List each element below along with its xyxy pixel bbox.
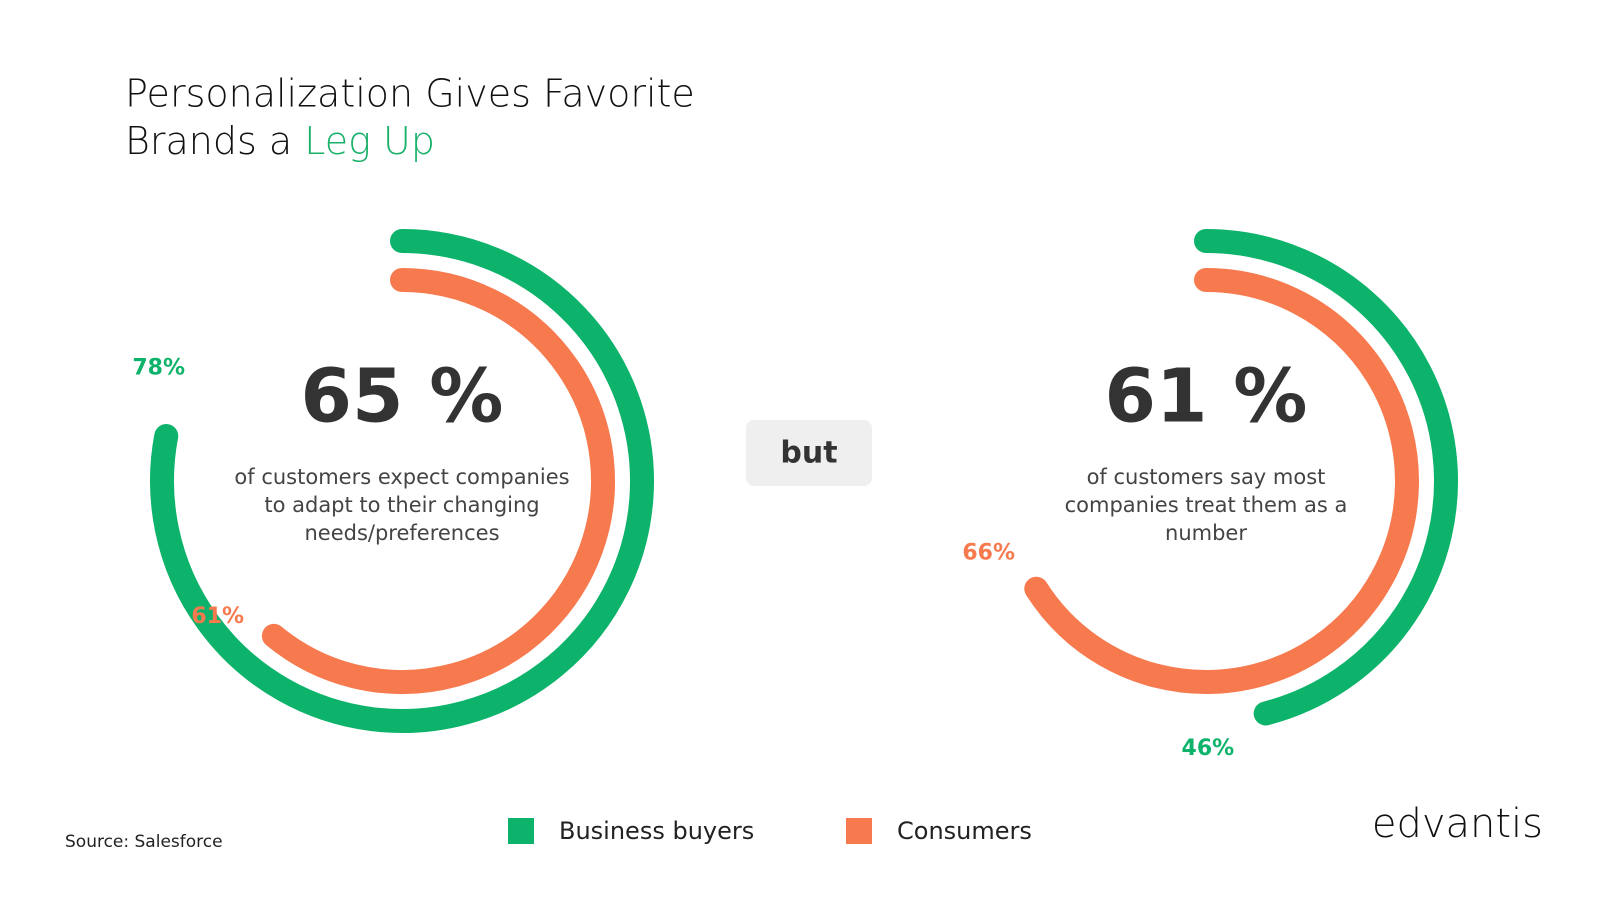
legend-label: Business buyers: [559, 817, 754, 845]
legend-swatch: [846, 818, 872, 844]
caption-line: number: [1165, 521, 1247, 545]
caption-line: to adapt to their changing: [264, 493, 539, 517]
radial-bar: [150, 229, 654, 733]
connector-box: [746, 420, 872, 486]
legend: Business buyers Consumers: [508, 817, 1032, 845]
caption-line: of customers say most: [1087, 465, 1326, 489]
value-label: 78%: [132, 356, 185, 381]
caption-line: of customers expect companies: [234, 465, 569, 489]
title-text: Brands a: [125, 119, 292, 163]
logo: edvantis: [1372, 801, 1543, 847]
source: Source: Salesforce: [65, 832, 223, 852]
legend-label: Consumers: [897, 817, 1032, 845]
connector-text: but: [780, 436, 837, 471]
radial-bar: [1024, 268, 1419, 694]
caption-line: companies treat them as a: [1065, 493, 1348, 517]
title-line: Personalization Gives Favorite: [125, 72, 695, 116]
value-label: 61%: [191, 604, 244, 629]
radial-bar: [1194, 229, 1458, 726]
legend-swatch: [508, 818, 534, 844]
radial-bar: [261, 268, 615, 694]
title-highlight: Leg Up: [304, 119, 435, 163]
title-line: Brands a Leg Up: [125, 119, 435, 163]
value-label: 66%: [962, 540, 1015, 565]
value-label: 46%: [1182, 736, 1235, 761]
headline: 65 %: [301, 354, 504, 440]
headline: 61 %: [1105, 354, 1308, 440]
caption-line: needs/preferences: [304, 521, 499, 545]
